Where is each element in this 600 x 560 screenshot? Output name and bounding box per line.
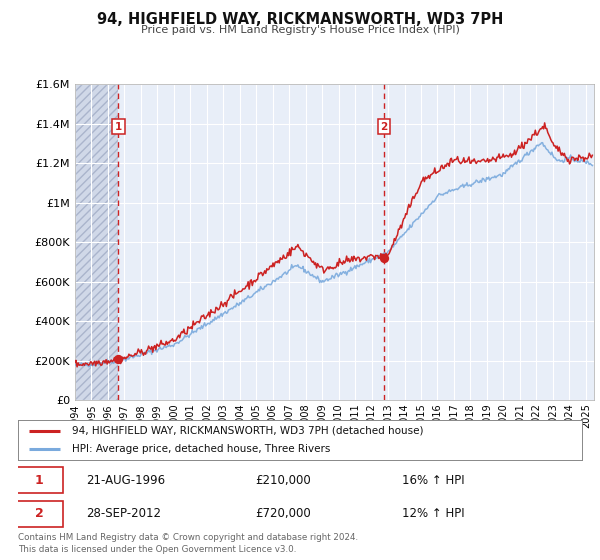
Text: 1: 1 (35, 474, 44, 487)
Text: HPI: Average price, detached house, Three Rivers: HPI: Average price, detached house, Thre… (71, 445, 330, 454)
Text: Price paid vs. HM Land Registry's House Price Index (HPI): Price paid vs. HM Land Registry's House … (140, 25, 460, 35)
FancyBboxPatch shape (15, 501, 63, 527)
FancyBboxPatch shape (15, 467, 63, 493)
Point (379, 254, 389, 263)
Bar (75, 84, 118, 400)
Bar (75, 84, 118, 400)
Point (113, 354, 123, 363)
Text: 12% ↑ HPI: 12% ↑ HPI (401, 507, 464, 520)
Text: 1: 1 (115, 122, 122, 132)
Text: 2: 2 (380, 122, 388, 132)
Text: 28-SEP-2012: 28-SEP-2012 (86, 507, 161, 520)
Text: 94, HIGHFIELD WAY, RICKMANSWORTH, WD3 7PH (detached house): 94, HIGHFIELD WAY, RICKMANSWORTH, WD3 7P… (71, 426, 423, 436)
Text: £210,000: £210,000 (255, 474, 311, 487)
Text: 2: 2 (35, 507, 44, 520)
Text: £720,000: £720,000 (255, 507, 311, 520)
Text: 16% ↑ HPI: 16% ↑ HPI (401, 474, 464, 487)
Text: 21-AUG-1996: 21-AUG-1996 (86, 474, 165, 487)
Text: 94, HIGHFIELD WAY, RICKMANSWORTH, WD3 7PH: 94, HIGHFIELD WAY, RICKMANSWORTH, WD3 7P… (97, 12, 503, 27)
Text: Contains HM Land Registry data © Crown copyright and database right 2024.
This d: Contains HM Land Registry data © Crown c… (18, 533, 358, 554)
